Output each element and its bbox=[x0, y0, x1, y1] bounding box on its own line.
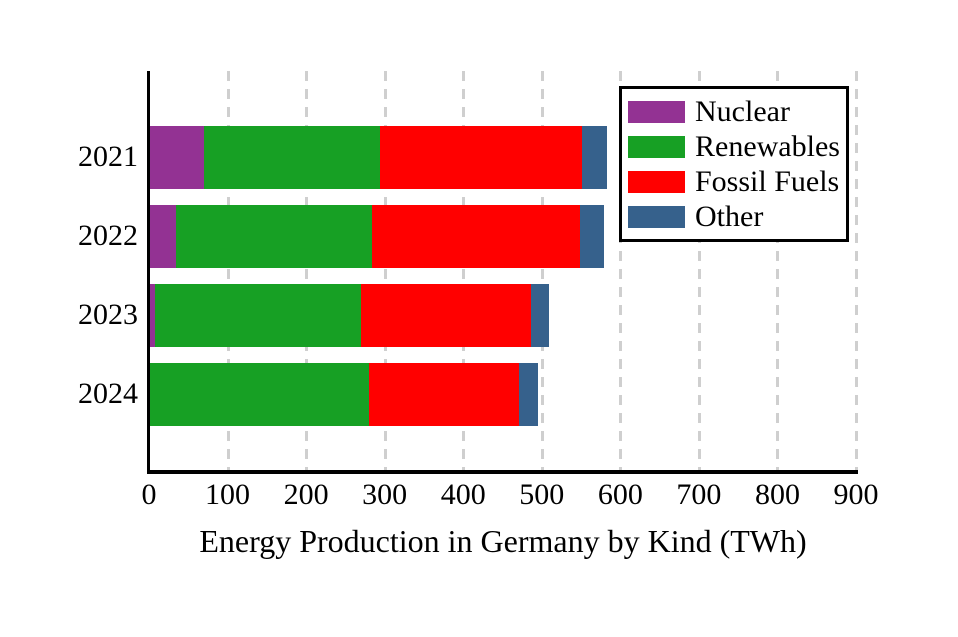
bar-segment-2024-renewables bbox=[149, 362, 369, 426]
legend-label: Other bbox=[695, 200, 764, 233]
bar-segment-2023-other bbox=[531, 283, 550, 347]
legend-item-renewables: Renewables bbox=[628, 130, 840, 163]
bar-segment-2022-nuclear bbox=[149, 204, 177, 268]
x-tick-label-200: 200 bbox=[283, 478, 329, 511]
plot-area bbox=[149, 71, 858, 470]
y-tick-label-2022: 2022 bbox=[78, 219, 138, 252]
x-axis-line bbox=[146, 470, 858, 474]
x-tick-label-400: 400 bbox=[440, 478, 486, 511]
bar-row-2021 bbox=[149, 125, 857, 189]
legend-item-other: Other bbox=[628, 202, 838, 232]
x-tick-label-800: 800 bbox=[754, 478, 800, 511]
bar-segment-2024-other bbox=[519, 362, 539, 426]
gridline-400 bbox=[462, 71, 466, 470]
bar-segment-2024-fossil-fuels bbox=[368, 362, 520, 426]
legend-item-nuclear: Nuclear bbox=[628, 97, 838, 127]
x-tick-label-300: 300 bbox=[362, 478, 408, 511]
gridline-300 bbox=[383, 71, 387, 470]
legend-label: Renewables bbox=[695, 130, 840, 163]
x-tick-label-100: 100 bbox=[205, 478, 251, 511]
legend-swatch-icon bbox=[628, 136, 685, 158]
legend: Nuclear Renewables Fossil Fuels Other bbox=[619, 86, 849, 242]
bar-segment-2023-renewables bbox=[154, 283, 361, 347]
legend-swatch-icon bbox=[628, 171, 685, 193]
bar-segment-2021-other bbox=[582, 125, 608, 189]
legend-swatch-icon bbox=[628, 101, 685, 123]
x-tick-label-900: 900 bbox=[833, 478, 879, 511]
bar-segment-2022-fossil-fuels bbox=[371, 204, 580, 268]
bar-segment-2021-renewables bbox=[203, 125, 380, 189]
legend-label: Nuclear bbox=[695, 95, 790, 128]
legend-label: Fossil Fuels bbox=[695, 165, 840, 198]
y-axis-line bbox=[146, 71, 150, 473]
bar-segment-2021-fossil-fuels bbox=[379, 125, 583, 189]
bar-segment-2023-nuclear bbox=[149, 283, 155, 347]
legend-item-fossil-fuels: Fossil Fuels bbox=[628, 165, 840, 198]
x-tick-label-0: 0 bbox=[141, 478, 157, 511]
gridline-700 bbox=[697, 71, 701, 470]
gridline-800 bbox=[776, 71, 780, 470]
gridline-100 bbox=[226, 71, 230, 470]
y-tick-label-2023: 2023 bbox=[78, 298, 138, 331]
bar-segment-2022-renewables bbox=[176, 204, 372, 268]
gridline-600 bbox=[619, 71, 623, 470]
x-tick-label-700: 700 bbox=[676, 478, 722, 511]
gridline-200 bbox=[305, 71, 309, 470]
x-axis-title: Energy Production in Germany by Kind (TW… bbox=[199, 523, 807, 559]
x-tick-label-500: 500 bbox=[519, 478, 565, 511]
x-tick-label-600: 600 bbox=[597, 478, 643, 511]
bar-segment-2022-other bbox=[579, 204, 604, 268]
bar-row-2023 bbox=[149, 283, 857, 347]
gridline-500 bbox=[540, 71, 544, 470]
bar-segment-2021-nuclear bbox=[149, 125, 204, 189]
bar-segment-2023-fossil-fuels bbox=[360, 283, 532, 347]
gridline-900 bbox=[855, 71, 858, 470]
y-tick-label-2024: 2024 bbox=[78, 377, 138, 410]
bar-row-2022 bbox=[149, 204, 857, 268]
y-tick-label-2021: 2021 bbox=[78, 140, 138, 173]
legend-swatch-icon bbox=[628, 206, 685, 228]
bar-row-2024 bbox=[149, 362, 857, 426]
